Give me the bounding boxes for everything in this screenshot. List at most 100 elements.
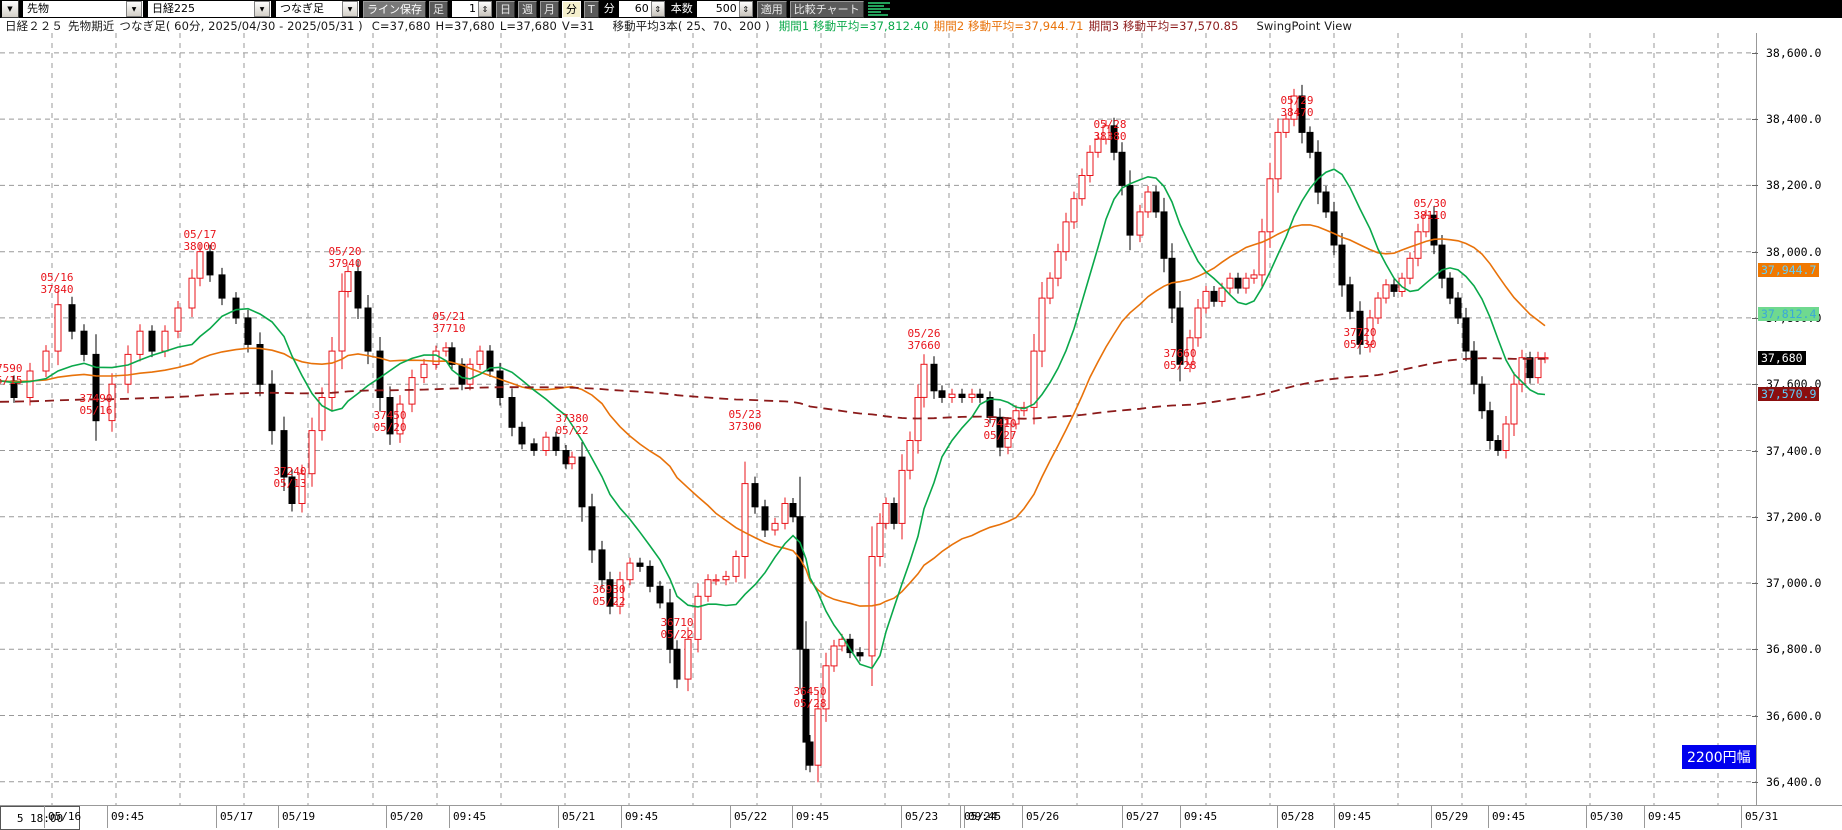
swing-price: 37450 (373, 409, 407, 422)
ashi-button[interactable]: 足 (429, 0, 448, 18)
compare-chart-button[interactable]: 比較チャート (789, 0, 864, 18)
stepper-icon[interactable]: ⇕ (650, 1, 665, 17)
price-axis-tick (1752, 450, 1758, 452)
price-axis-label: 38,000.0 (1766, 244, 1822, 259)
swing-date: 05/17 (183, 228, 217, 241)
minute-label: 分 (603, 2, 615, 15)
tick-stepper[interactable]: 1 ⇕ (451, 0, 493, 18)
time-axis-tick (216, 806, 217, 828)
last-price-badge: 37,680 (1758, 350, 1806, 365)
swing-point-label: 05/17 38000 (183, 229, 216, 252)
series-combo[interactable]: つなぎ足 ▼ (275, 0, 360, 18)
time-axis-tick (792, 806, 793, 828)
time-axis-tick (558, 806, 559, 828)
period-month-button[interactable]: 月 (540, 0, 559, 18)
time-axis-tick (964, 806, 965, 828)
info-low: L=37,680 (499, 18, 557, 33)
swing-price: 37940 (328, 256, 362, 270)
swing-date: 05/20 (373, 420, 407, 434)
swing-point-label: 37660 05/28 (1163, 348, 1196, 371)
chevron-down-icon[interactable]: ▼ (126, 1, 142, 17)
price-axis-label: 36,800.0 (1766, 642, 1822, 657)
info-close: C=37,680 (371, 18, 431, 33)
price-axis-tick (1752, 384, 1758, 386)
stepper-icon[interactable]: ⇕ (738, 1, 753, 17)
time-axis-label: 05/19 (282, 810, 316, 823)
price-axis-label: 37,200.0 (1766, 509, 1822, 524)
swing-point-label: 37490 05/16 (79, 393, 112, 416)
time-axis-tick (901, 806, 902, 828)
swing-price: 37840 (40, 282, 74, 296)
line-save-button[interactable]: ライン保存 (363, 0, 426, 18)
price-range-badge: 2200円幅 (1682, 745, 1756, 769)
price-axis-label: 38,200.0 (1766, 178, 1822, 193)
time-axis-tick (1277, 806, 1278, 828)
market-combo[interactable]: 先物 ▼ (22, 0, 144, 18)
time-axis-tick (1431, 806, 1432, 828)
time-axis[interactable]: 5 18:00 05/16 09:45 05/17 05/19 05/20 09:45 05… (0, 805, 1842, 830)
swing-date: 05/23 (728, 408, 762, 421)
time-axis-label: 09:45 (1492, 810, 1526, 823)
stepper-icon[interactable]: ⇕ (478, 1, 492, 17)
time-axis-tick (960, 806, 961, 828)
time-axis-tick (621, 806, 622, 828)
minute-stepper[interactable]: 60 ⇕ (617, 0, 666, 18)
time-axis-tick (449, 806, 450, 828)
period-minute-button[interactable]: 分 (562, 0, 581, 18)
swing-point-label: 3759005/15 (0, 363, 23, 386)
chevron-down-icon[interactable]: ▼ (342, 1, 358, 17)
time-axis-tick (1122, 806, 1123, 828)
apply-button[interactable]: 適用 (756, 0, 787, 18)
swing-point-label: 37380 05/22 (555, 413, 588, 436)
swing-price: 38470 (1280, 105, 1314, 119)
time-axis-label: 05/29 (1435, 810, 1469, 823)
swing-price: 37300 (728, 419, 762, 433)
swing-point-label: 05/20 37940 (328, 246, 361, 269)
chevron-down-icon[interactable]: ▼ (254, 1, 270, 17)
bars-icon[interactable] (867, 2, 890, 16)
price-axis[interactable]: 38,600.038,400.038,200.038,000.037,800.0… (1752, 33, 1842, 805)
ma1-price-badge: 37,812.4 (1758, 306, 1820, 321)
series-combo-value: つなぎ足 (280, 2, 324, 15)
period-week-button[interactable]: 週 (518, 0, 537, 18)
price-axis-label: 36,600.0 (1766, 708, 1822, 723)
price-axis-label: 38,400.0 (1766, 112, 1822, 127)
swing-price: 38380 (1093, 129, 1127, 143)
swing-point-label: 36930 05/22 (592, 584, 625, 607)
swing-date: 05/28 (793, 696, 827, 710)
period-tick-button[interactable]: T (584, 0, 599, 18)
symbol-combo[interactable]: 日経225 ▼ (147, 0, 272, 18)
time-axis-tick (278, 806, 279, 828)
time-axis-label: 05/22 (734, 810, 768, 823)
period-day-button[interactable]: 日 (496, 0, 515, 18)
ma3-price-badge: 37,570.9 (1758, 386, 1820, 401)
count-stepper[interactable]: 500 ⇕ (695, 0, 754, 18)
time-axis-label: 09:45 (111, 810, 145, 823)
time-axis-label: 05/31 (1745, 810, 1779, 823)
time-axis-label: 05/28 (1281, 810, 1315, 823)
info-ma-title: 移動平均3本( 25、70、200 ) (612, 18, 770, 33)
price-axis-tick (1752, 119, 1758, 121)
time-axis-label: 05/21 (562, 810, 596, 823)
swing-date: 05/27 (983, 428, 1017, 442)
price-axis-tick (1752, 516, 1758, 518)
market-combo-value: 先物 (27, 2, 49, 15)
chart-plot-area[interactable]: 05/16 37840 05/17 38000 37490 05/16 37240 05/13… (0, 33, 1756, 805)
swing-date: 05/15 (0, 373, 23, 387)
swing-date: 05/30 (1343, 337, 1377, 351)
price-axis-label: 38,600.0 (1766, 45, 1822, 60)
time-axis-label: 05/30 (1590, 810, 1624, 823)
info-view-label: SwingPoint View (1256, 18, 1352, 33)
swing-price: 36450 (793, 685, 827, 698)
time-axis-tick (386, 806, 387, 828)
swing-price: 36710 (660, 616, 694, 629)
swing-date: 05/20 (328, 245, 362, 258)
swing-point-label: 05/30 38110 (1413, 198, 1446, 221)
swing-point-label: 37450 05/20 (373, 410, 406, 433)
menu-arrow-icon[interactable]: ▼ (1, 0, 19, 18)
ma2-price-badge: 37,944.7 (1758, 263, 1820, 277)
swing-price: 37490 (79, 392, 113, 405)
swing-price: 37660 (1163, 347, 1197, 360)
time-axis-tick (1180, 806, 1181, 828)
swing-date: 05/29 (1280, 94, 1314, 107)
